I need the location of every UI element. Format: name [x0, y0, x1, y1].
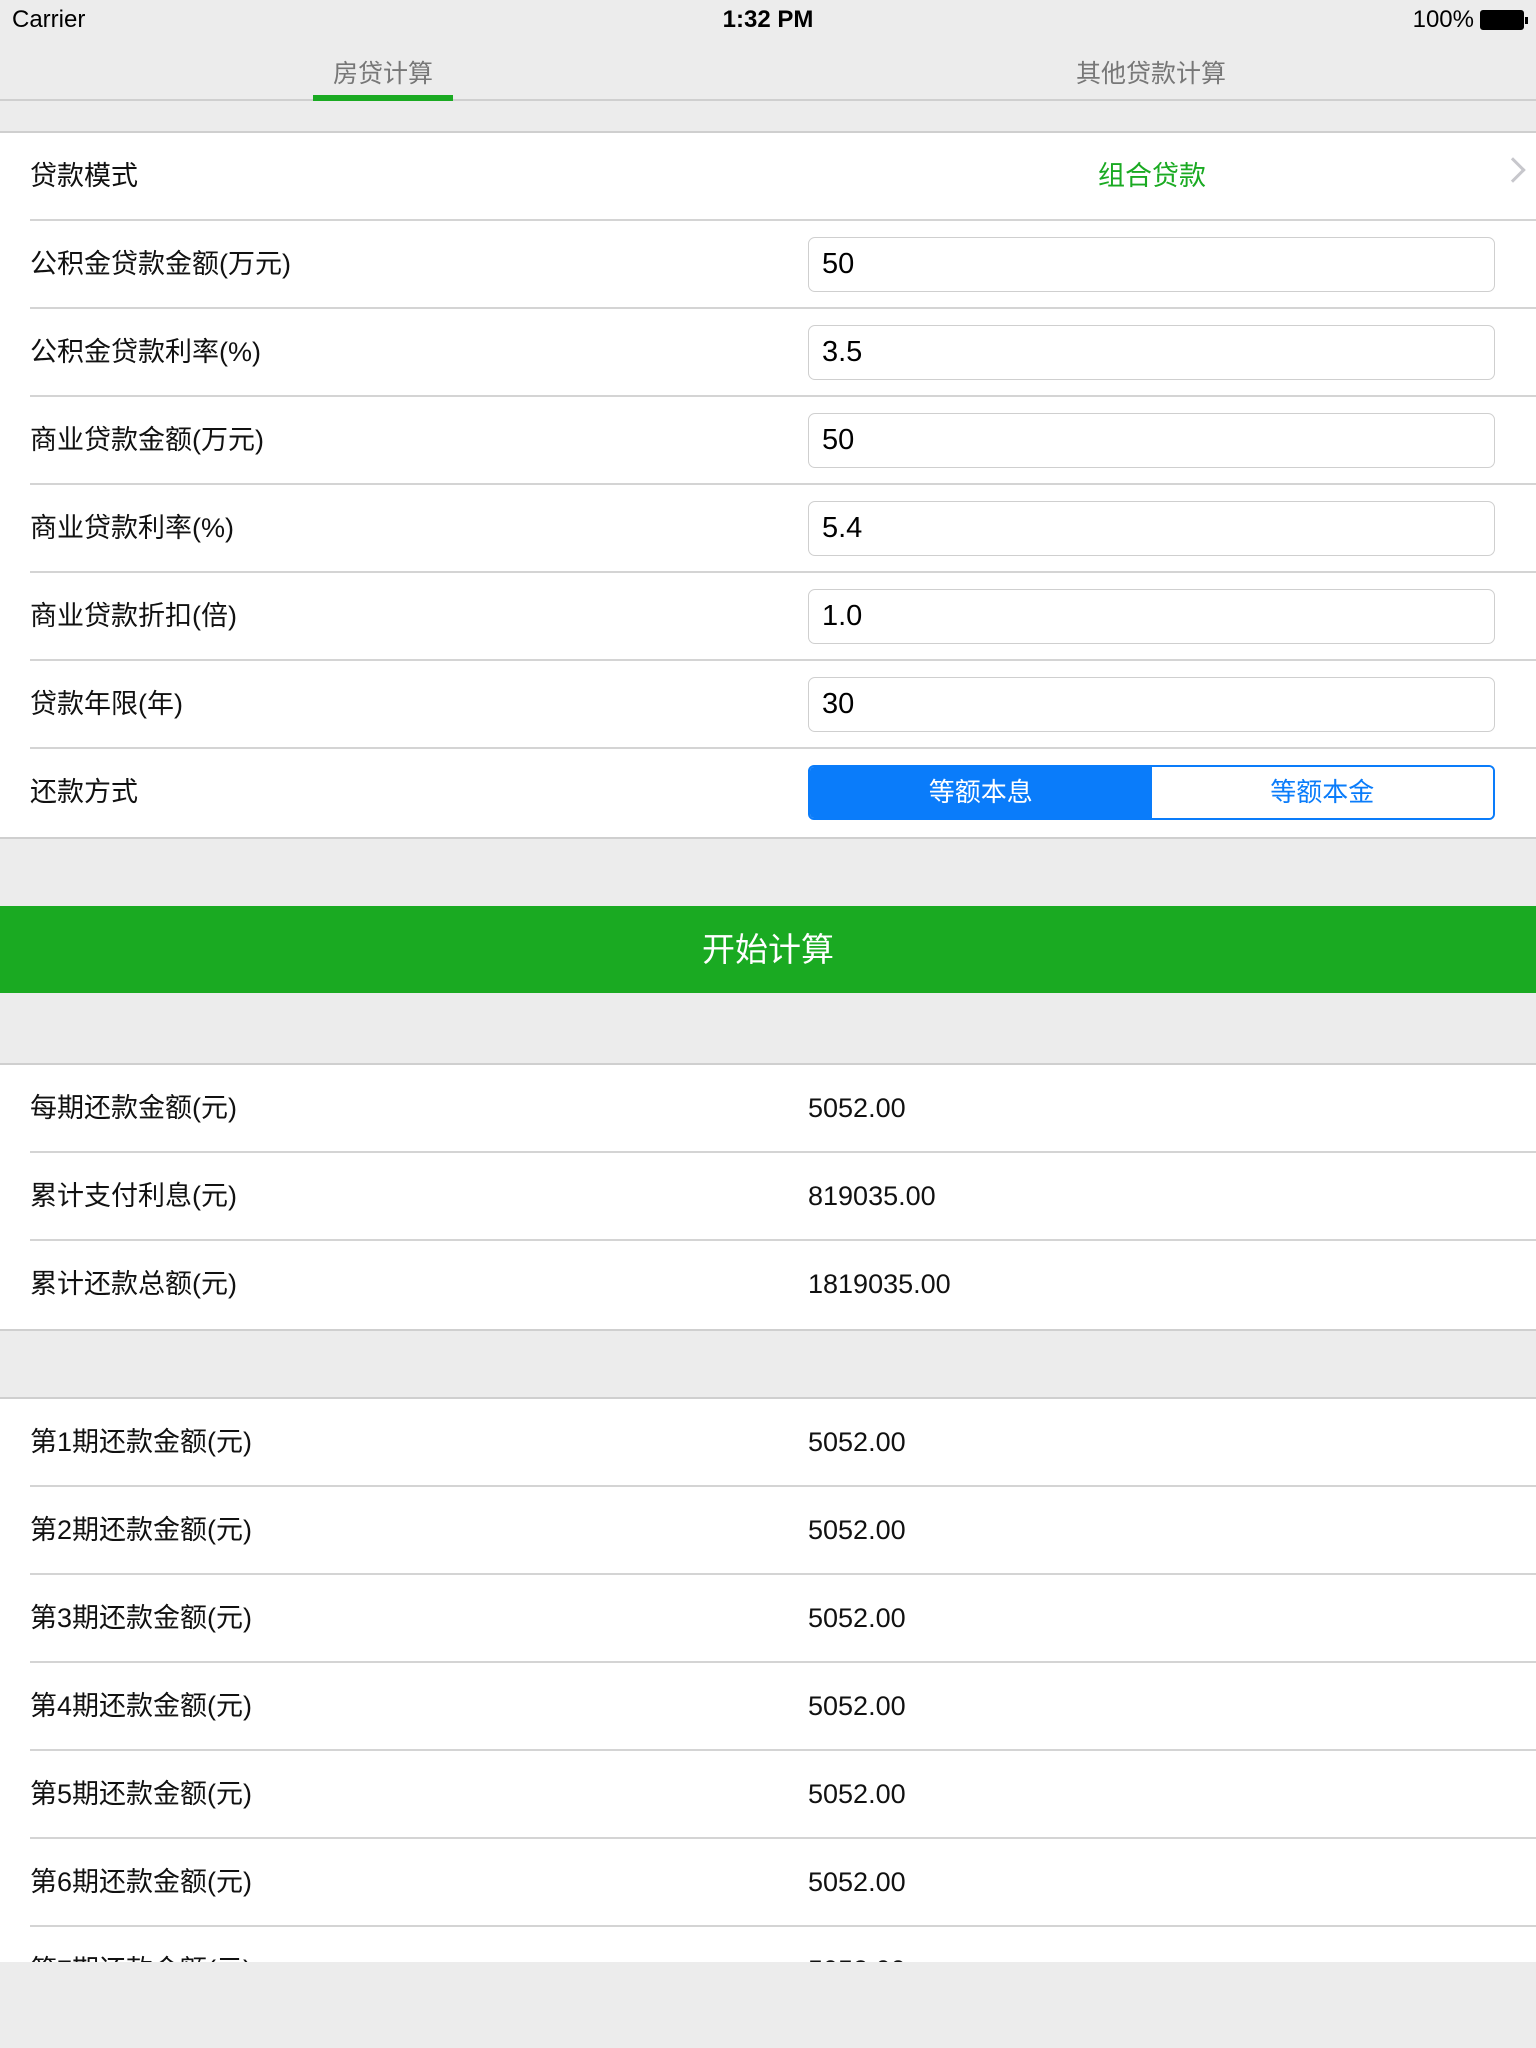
result-label: 第3期还款金额(元) [30, 1603, 252, 1633]
loan-mode-row[interactable]: 贷款模式 组合贷款 [30, 133, 1536, 221]
result-label: 第4期还款金额(元) [30, 1691, 252, 1721]
loan-mode-value[interactable]: 组合贷款 [1098, 161, 1206, 191]
field-row: 商业贷款利率(%) 5.4 [30, 485, 1536, 573]
loan-form: 贷款模式 组合贷款 公积金贷款金额(万元) 50 公积金贷款利率(%) 3.5 … [0, 131, 1536, 839]
repayment-method-label: 还款方式 [30, 777, 138, 807]
payment-schedule: 第1期还款金额(元) 5052.00 第2期还款金额(元) 5052.00 第3期还款金… [0, 1397, 1536, 1962]
field-row: 公积金贷款金额(万元) 50 [30, 221, 1536, 309]
result-value: 5052.00 [808, 1427, 906, 1457]
field-input[interactable]: 3.5 [808, 325, 1495, 380]
carrier-label: Carrier [12, 6, 86, 33]
result-row: 第3期还款金额(元) 5052.00 [30, 1575, 1536, 1663]
field-label: 商业贷款折扣(倍) [30, 601, 237, 631]
summary-results: 每期还款金额(元) 5052.00 累计支付利息(元) 819035.00 累计还款总额… [0, 1063, 1536, 1331]
result-value: 5052.00 [808, 1515, 906, 1545]
result-row: 第1期还款金额(元) 5052.00 [30, 1399, 1536, 1487]
result-row: 第2期还款金额(元) 5052.00 [30, 1487, 1536, 1575]
start-calculation-button[interactable]: 开始计算 [0, 906, 1536, 993]
result-label: 第5期还款金额(元) [30, 1779, 252, 1809]
result-value: 5052.00 [808, 1691, 906, 1721]
result-row: 第7期还款金额(元) 5052.00 [30, 1927, 1536, 1962]
field-row: 贷款年限(年) 30 [30, 661, 1536, 749]
result-value: 1819035.00 [808, 1269, 951, 1299]
field-row: 商业贷款金额(万元) 50 [30, 397, 1536, 485]
clock: 1:32 PM [722, 6, 814, 33]
field-input[interactable]: 1.0 [808, 589, 1495, 644]
result-value: 5052.00 [808, 1603, 906, 1633]
field-label: 商业贷款利率(%) [30, 513, 234, 543]
field-row: 公积金贷款利率(%) 3.5 [30, 309, 1536, 397]
result-row: 第5期还款金额(元) 5052.00 [30, 1751, 1536, 1839]
battery-percent: 100% [1412, 6, 1474, 33]
active-tab-indicator [313, 95, 453, 101]
repayment-method-row: 还款方式 等额本息 等额本金 [30, 749, 1536, 837]
result-value: 5052.00 [808, 1779, 906, 1809]
field-input[interactable]: 30 [808, 677, 1495, 732]
result-label: 每期还款金额(元) [30, 1093, 237, 1123]
tab-mortgage[interactable]: 房贷计算 [332, 60, 434, 88]
field-label: 商业贷款金额(万元) [30, 425, 264, 455]
field-label: 公积金贷款金额(万元) [30, 249, 291, 279]
result-row: 第4期还款金额(元) 5052.00 [30, 1663, 1536, 1751]
repayment-method-segmented-control[interactable]: 等额本息 等额本金 [808, 765, 1495, 820]
result-row: 每期还款金额(元) 5052.00 [30, 1065, 1536, 1153]
result-value: 5052.00 [808, 1093, 906, 1123]
result-row: 累计支付利息(元) 819035.00 [30, 1153, 1536, 1241]
status-bar: Carrier 1:32 PM 100% [0, 0, 1536, 40]
schedule-scroll-area[interactable]: 第1期还款金额(元) 5052.00 第2期还款金额(元) 5052.00 第3期还款金… [0, 1397, 1536, 1962]
battery-status: 100% [1412, 6, 1528, 34]
result-label: 累计支付利息(元) [30, 1181, 237, 1211]
field-row: 商业贷款折扣(倍) 1.0 [30, 573, 1536, 661]
result-label: 第2期还款金额(元) [30, 1515, 252, 1545]
result-row: 第6期还款金额(元) 5052.00 [30, 1839, 1536, 1927]
tab-other-loans[interactable]: 其他贷款计算 [1075, 60, 1227, 88]
chevron-right-icon [1500, 157, 1526, 183]
field-input[interactable]: 50 [808, 413, 1495, 468]
field-input[interactable]: 5.4 [808, 501, 1495, 556]
result-value: 5052.00 [808, 1867, 906, 1897]
tab-bar: 房贷计算 其他贷款计算 [0, 40, 1536, 101]
result-label: 累计还款总额(元) [30, 1269, 237, 1299]
loan-mode-label: 贷款模式 [30, 161, 138, 191]
battery-icon [1480, 10, 1528, 30]
result-label: 第6期还款金额(元) [30, 1867, 252, 1897]
segment-equal-installment[interactable]: 等额本息 [810, 767, 1152, 818]
result-label: 第1期还款金额(元) [30, 1427, 252, 1457]
result-row: 累计还款总额(元) 1819035.00 [30, 1241, 1536, 1329]
result-value: 819035.00 [808, 1181, 936, 1211]
segment-equal-principal[interactable]: 等额本金 [1151, 767, 1493, 818]
field-label: 公积金贷款利率(%) [30, 337, 261, 367]
field-label: 贷款年限(年) [30, 689, 183, 719]
result-value: 5052.00 [808, 1927, 906, 1962]
field-input[interactable]: 50 [808, 237, 1495, 292]
result-label: 第7期还款金额(元) [30, 1927, 252, 1962]
